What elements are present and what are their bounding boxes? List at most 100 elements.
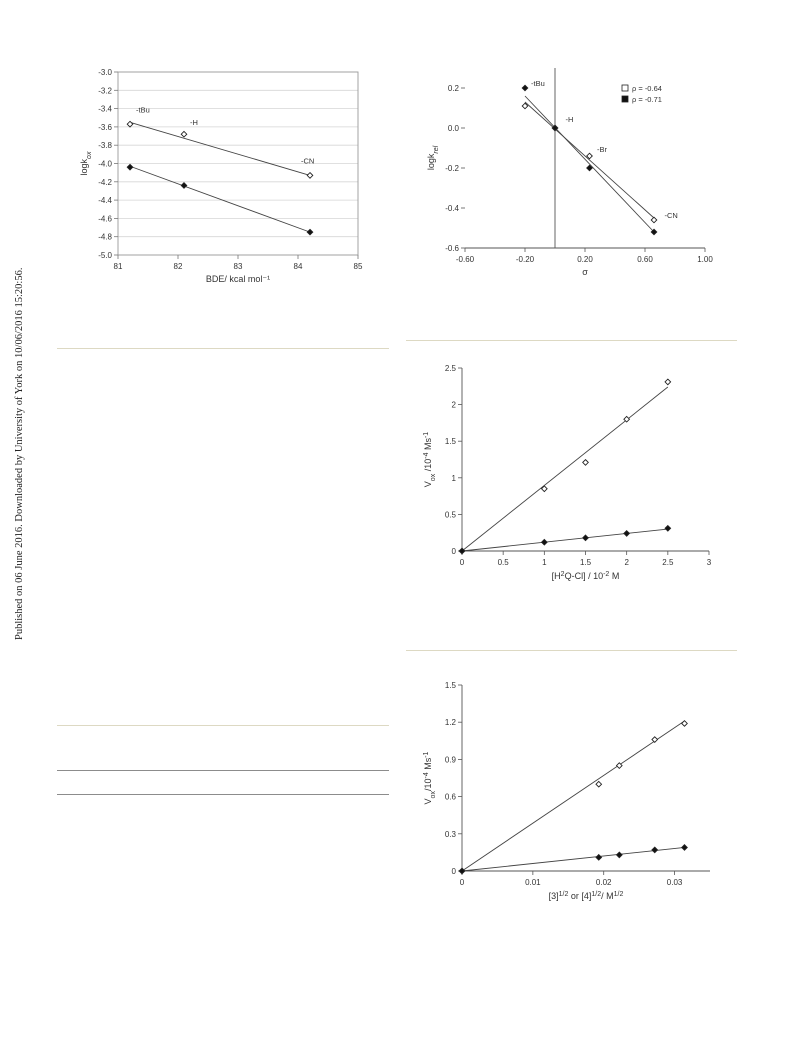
label-part: Ms <box>423 757 433 772</box>
y-tick-label: 0.3 <box>445 830 457 839</box>
filled-diamond-point <box>595 853 603 861</box>
y-tick-label: 1 <box>452 474 457 483</box>
y-tick-label: 0 <box>452 547 457 556</box>
filled-diamond-point <box>521 84 529 92</box>
legend-label: ρ = -0.64 <box>632 84 662 93</box>
filled-diamond-point <box>551 124 559 132</box>
fit-line <box>461 846 685 872</box>
x-tick-label: 0.03 <box>667 878 683 887</box>
label-part: M <box>609 571 619 581</box>
y-tick-label: -0.4 <box>445 204 459 213</box>
label-superscript: 1/2 <box>559 891 569 898</box>
open-diamond-point <box>615 762 623 770</box>
label-superscript: -4 <box>423 772 430 778</box>
x-tick-label: 0.5 <box>498 558 510 567</box>
y-tick-label: 0.0 <box>448 124 460 133</box>
y-tick-label: -0.2 <box>445 164 459 173</box>
filled-diamond-point <box>458 867 466 875</box>
y-tick-label: -3.2 <box>98 86 112 95</box>
label-part: [H <box>552 571 561 581</box>
open-diamond-point <box>681 720 688 727</box>
filled-diamond-point <box>650 228 658 236</box>
open-diamond-point <box>650 216 658 224</box>
open-diamond-point <box>540 485 548 493</box>
y-tick-label: -0.6 <box>445 244 459 253</box>
open-diamond-point <box>126 120 134 128</box>
y-tick-label: -4.4 <box>98 196 112 205</box>
x-tick-label: 0 <box>460 558 465 567</box>
open-diamond-point <box>180 130 188 138</box>
label-part: or [4] <box>568 891 591 901</box>
y-tick-label: 2 <box>452 401 457 410</box>
filled-diamond-point <box>458 547 466 555</box>
y-tick-label: -3.8 <box>98 141 112 150</box>
substituent-label: -Br <box>597 145 608 154</box>
publication-note: Published on 06 June 2016. Downloaded by… <box>14 267 25 640</box>
open-diamond-point <box>582 458 589 466</box>
x-tick-label: 3 <box>707 558 712 567</box>
y-tick-label: 1.5 <box>445 437 457 446</box>
bde-correlation-chart: 81 82 83 84 85 -3.0 -3.2 -3.4 -3.6 -3.8 -4.0 -4.2 -4… <box>79 68 363 284</box>
label-subscript: rel <box>433 145 440 153</box>
filled-diamond-point <box>623 529 631 537</box>
open-diamond-point <box>664 378 672 386</box>
filled-diamond-point <box>651 846 659 854</box>
label-part: Ms <box>423 438 433 453</box>
y-axis-label: Vox/10-4 Ms-1 <box>423 751 437 804</box>
label-part: / M <box>601 891 614 901</box>
x-tick-label: -0.60 <box>456 255 475 264</box>
y-tick-label: -4.6 <box>98 214 112 223</box>
fit-line <box>461 528 668 552</box>
filled-diamond-point <box>615 851 623 859</box>
x-tick-label: 1 <box>542 558 547 567</box>
legend-label: ρ = -0.71 <box>632 95 662 104</box>
x-axis-label: [H2Q-Cl] / 10-2 M <box>552 571 620 582</box>
y-tick-label: -3.4 <box>98 105 112 114</box>
open-diamond-point <box>306 171 314 179</box>
y-tick-label: -4.0 <box>98 160 112 169</box>
section-rule <box>406 650 737 651</box>
y-tick-label: -3.0 <box>98 68 112 77</box>
fit-line <box>461 386 669 552</box>
x-tick-label: 0 <box>460 878 465 887</box>
rate-vs-concentration-chart: 0 0.5 1 1.5 2 2.5 300.511.522.5[H2Q-Cl] / 10-2… <box>423 364 712 582</box>
substituent-label: -CN <box>665 211 678 220</box>
label-superscript: 2 <box>561 571 565 578</box>
label-part: /10 <box>423 459 433 474</box>
y-axis-label: logkox <box>79 151 93 175</box>
y-tick-label: 0.5 <box>445 510 457 519</box>
y-tick-label: 0.2 <box>448 84 460 93</box>
y-tick-label: -4.2 <box>98 178 112 187</box>
x-axis-label: BDE/ kcal mol⁻¹ <box>206 274 270 284</box>
x-tick-label: 82 <box>174 262 183 271</box>
filled-diamond-point <box>126 163 134 171</box>
fit-line <box>524 101 655 219</box>
x-tick-label: 1.5 <box>580 558 592 567</box>
fit-line <box>461 720 685 872</box>
y-tick-label: -4.8 <box>98 233 112 242</box>
x-tick-label: 0.02 <box>596 878 612 887</box>
fit-line <box>129 165 311 233</box>
filled-diamond-point <box>180 182 188 189</box>
label-part: logk <box>79 158 89 175</box>
section-rule <box>57 348 389 349</box>
y-tick-label: -3.6 <box>98 123 112 132</box>
y-tick-label: 0.6 <box>445 793 457 802</box>
label-superscript: 1/2 <box>614 891 624 898</box>
open-diamond-point <box>521 102 529 110</box>
table-rule <box>57 770 389 771</box>
open-diamond-point <box>623 415 631 423</box>
filled-diamond-point <box>306 228 314 236</box>
label-part: V <box>423 798 433 804</box>
x-tick-label: 84 <box>294 262 303 271</box>
substituent-label: -CN <box>301 157 314 166</box>
open-diamond-point <box>595 780 603 788</box>
label-superscript: -2 <box>603 571 609 578</box>
label-part: [3] <box>549 891 559 901</box>
label-subscript: ox <box>430 473 437 481</box>
y-axis-label: Vox /10-4 Ms-1 <box>423 432 437 488</box>
filled-diamond-point <box>664 524 672 532</box>
open-diamond-point <box>586 152 593 160</box>
filled-diamond-point <box>586 164 593 172</box>
